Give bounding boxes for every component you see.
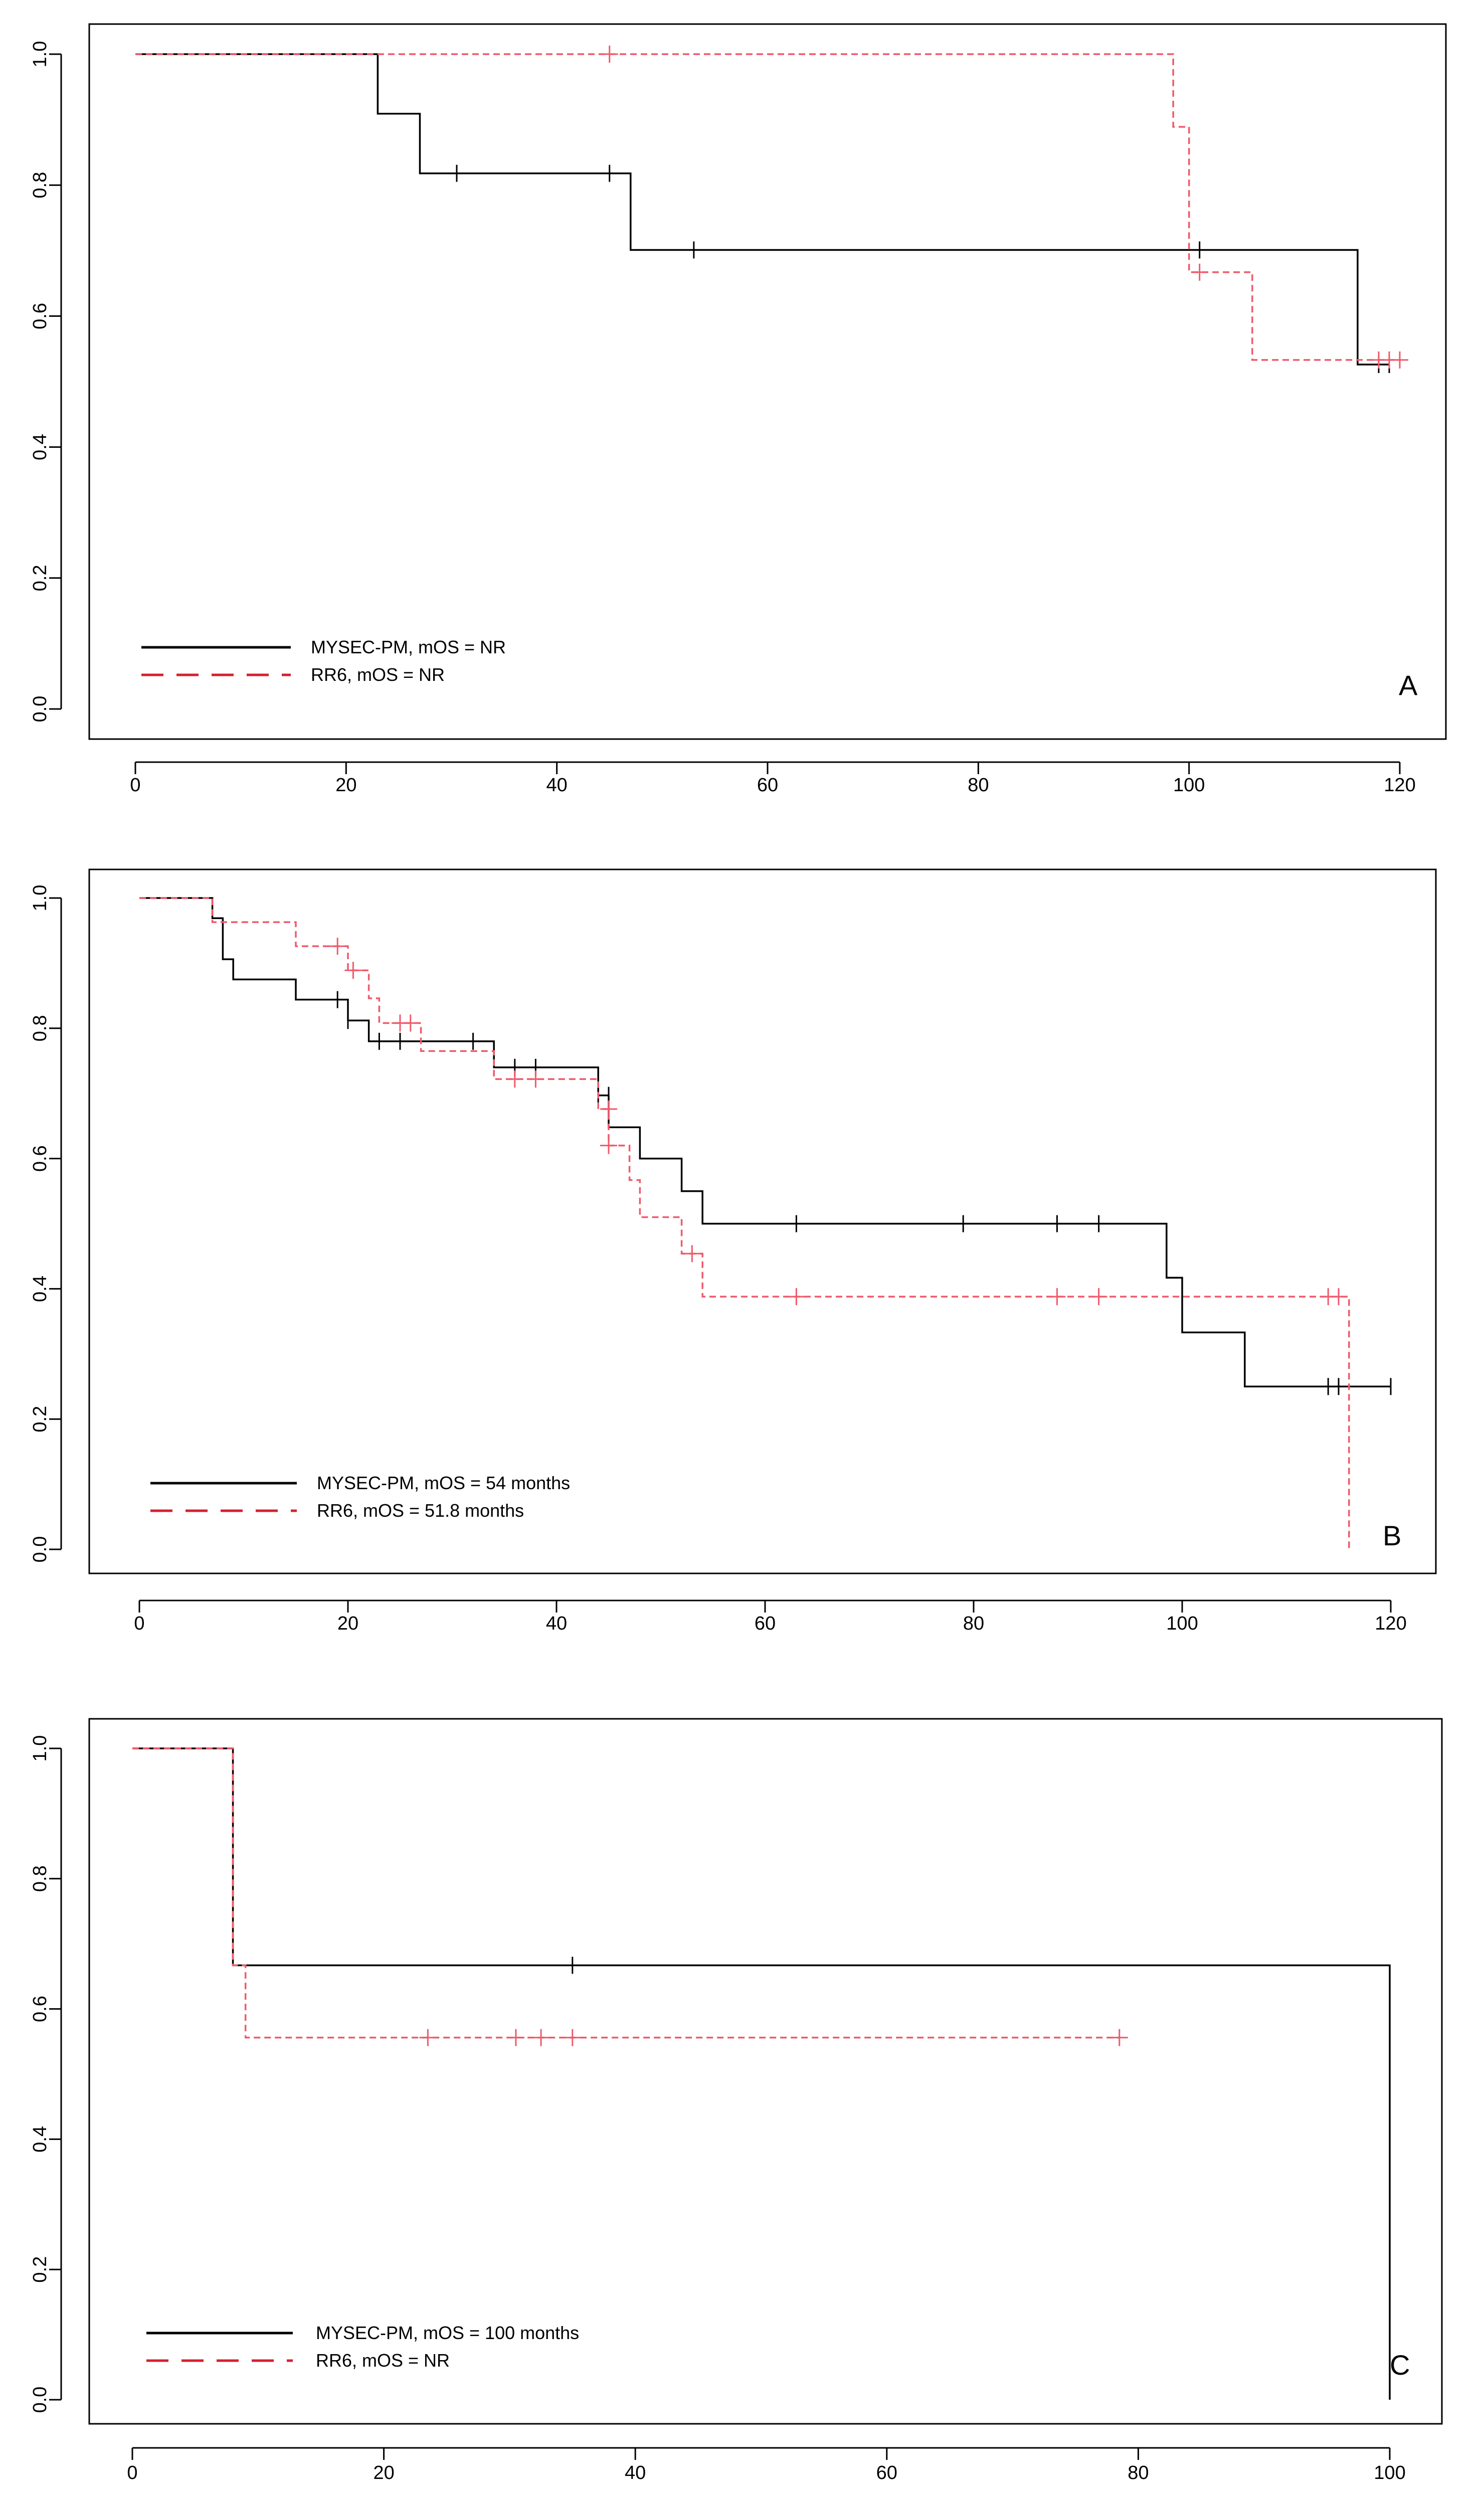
panel-a-plot-frame [88, 23, 1447, 740]
panel-a-legend: MYSEC-PM, mOS = NR RR6, mOS = NR [141, 637, 506, 685]
panel-c-legend-label-mysec: MYSEC-PM, mOS = 100 months [316, 2323, 579, 2343]
panel-b-censor-mark-rr6 [1090, 1288, 1107, 1305]
panel-c-censor-mark-rr6 [564, 2029, 581, 2046]
panel-a-label: A [1399, 669, 1418, 701]
panel-c-legend: MYSEC-PM, mOS = 100 months RR6, mOS = NR [146, 2323, 579, 2371]
panel-b-censor-mark-rr6 [1048, 1288, 1066, 1305]
panel-a-x-tick-label: 20 [335, 775, 356, 796]
panel-a-x-tick-label: 100 [1173, 775, 1205, 796]
panel-a-legend-label-rr6: RR6, mOS = NR [311, 664, 445, 685]
panel-b-x-tick-label: 20 [337, 1613, 358, 1634]
panel-b-censor-mark-rr6 [329, 938, 346, 955]
panel-b-y-tick-label: 0.6 [30, 1145, 51, 1172]
panel-b-censor-mark-rr6 [527, 1071, 544, 1088]
panel-b-x-tick-label: 80 [963, 1613, 984, 1634]
panel-a-y-tick-label: 0.8 [30, 172, 51, 199]
panel-a-y-tick-label: 0.6 [30, 303, 51, 329]
panel-b-censor-mark-rr6 [683, 1245, 701, 1263]
panel-b-y-tick-label: 0.4 [30, 1276, 51, 1302]
panel-c-x-tick-label: 80 [1128, 2462, 1149, 2483]
panel-b: 0 20 40 60 80 100 120 0.0 0.2 0.4 0.6 0.8 1.0 MYSEC-… [30, 868, 1437, 1634]
panel-a-series [135, 46, 1408, 374]
panel-c-label: C [1390, 2349, 1410, 2381]
panel-a-y-tick-label: 0.2 [30, 565, 51, 591]
panel-b-legend-label-mysec: MYSEC-PM, mOS = 54 months [317, 1473, 570, 1493]
panel-b-y-tick-label: 0.2 [30, 1406, 51, 1433]
panel-c-x-tick-label: 20 [373, 2462, 394, 2483]
panel-b-series [139, 897, 1392, 1549]
panel-b-censor-mark-rr6 [344, 962, 362, 979]
panel-b-y-tick-label: 1.0 [30, 885, 51, 912]
panel-a-x-tick-label: 120 [1384, 775, 1415, 796]
panel-b-x-tick-label: 0 [134, 1613, 144, 1634]
panel-b-y-tick-label: 0.0 [30, 1536, 51, 1563]
panel-c-y-tick-label: 0.6 [30, 1996, 51, 2022]
panel-a-x-tick-label: 0 [130, 775, 140, 796]
panel-c-series [132, 1747, 1391, 2400]
panel-c: 0 20 40 60 80 100 0.0 0.2 0.4 0.6 0.8 1.0 MYSEC-PM,… [30, 1718, 1443, 2483]
panel-c-censor-mark-rr6 [507, 2029, 524, 2046]
panel-b-censor-mark-rr6 [788, 1288, 805, 1305]
panel-b-censor-mark-rr6 [506, 1071, 523, 1088]
panel-c-y-tick-label: 0.8 [30, 1865, 51, 1892]
panel-b-series-mysec-line [139, 897, 1391, 1388]
panel-a-axes: 0 20 40 60 80 100 120 0.0 0.2 0.4 0.6 0.8 1.0 [30, 41, 1416, 796]
panel-a-legend-label-mysec: MYSEC-PM, mOS = NR [311, 637, 506, 657]
panel-a: 0 20 40 60 80 100 120 0.0 0.2 0.4 0.6 0.8 1.0 MYSEC-… [30, 23, 1447, 796]
panel-a-x-tick-label: 80 [968, 775, 989, 796]
panel-a-censor-mark-rr6 [601, 46, 618, 63]
panel-a-x-tick-label: 60 [757, 775, 778, 796]
panel-b-x-tick-label: 40 [546, 1613, 567, 1634]
panel-b-label: B [1383, 1520, 1401, 1551]
panel-c-y-tick-label: 0.0 [30, 2387, 51, 2413]
panel-a-y-tick-label: 0.4 [30, 434, 51, 460]
panel-c-x-tick-label: 60 [876, 2462, 897, 2483]
panel-b-y-tick-label: 0.8 [30, 1015, 51, 1041]
panel-b-legend: MYSEC-PM, mOS = 54 months RR6, mOS = 51.… [150, 1473, 570, 1521]
panel-b-axes: 0 20 40 60 80 100 120 0.0 0.2 0.4 0.6 0.8 1.0 [30, 885, 1407, 1634]
panel-c-y-tick-label: 0.2 [30, 2256, 51, 2283]
panel-b-plot-frame [88, 868, 1437, 1574]
panel-b-legend-label-rr6: RR6, mOS = 51.8 months [317, 1500, 524, 1521]
panel-b-censor-mark-rr6 [402, 1014, 419, 1032]
panel-c-axes: 0 20 40 60 80 100 0.0 0.2 0.4 0.6 0.8 1.0 [30, 1735, 1406, 2483]
panel-a-censor-mark-rr6 [1191, 263, 1208, 281]
panel-a-y-tick-label: 0.0 [30, 696, 51, 723]
panel-a-series-mysec-line [135, 53, 1389, 366]
panel-c-censor-mark-rr6 [419, 2029, 437, 2046]
panel-b-censor-mark-rr6 [1330, 1288, 1347, 1305]
panel-c-censor-mark-rr6 [532, 2029, 550, 2046]
panel-b-x-tick-label: 120 [1375, 1613, 1406, 1634]
panel-b-x-tick-label: 60 [755, 1613, 776, 1634]
panel-c-y-tick-label: 1.0 [30, 1735, 51, 1762]
panel-c-legend-label-rr6: RR6, mOS = NR [316, 2350, 450, 2371]
panel-c-x-tick-label: 0 [127, 2462, 137, 2483]
panel-c-y-tick-label: 0.4 [30, 2126, 51, 2153]
panel-b-censor-mark-rr6 [600, 1100, 617, 1118]
panel-c-series-rr6-line [132, 1747, 1120, 2039]
panel-b-censor-mark-rr6 [600, 1137, 617, 1154]
panel-c-x-tick-label: 40 [625, 2462, 646, 2483]
panel-a-x-tick-label: 40 [546, 775, 568, 796]
panel-c-x-tick-label: 100 [1374, 2462, 1405, 2483]
panel-a-censor-mark-rr6 [1391, 351, 1408, 369]
panel-b-x-tick-label: 100 [1166, 1613, 1198, 1634]
panel-c-censor-mark-rr6 [1110, 2029, 1128, 2046]
panel-a-y-tick-label: 1.0 [30, 41, 51, 68]
panel-c-plot-frame [88, 1718, 1443, 2425]
